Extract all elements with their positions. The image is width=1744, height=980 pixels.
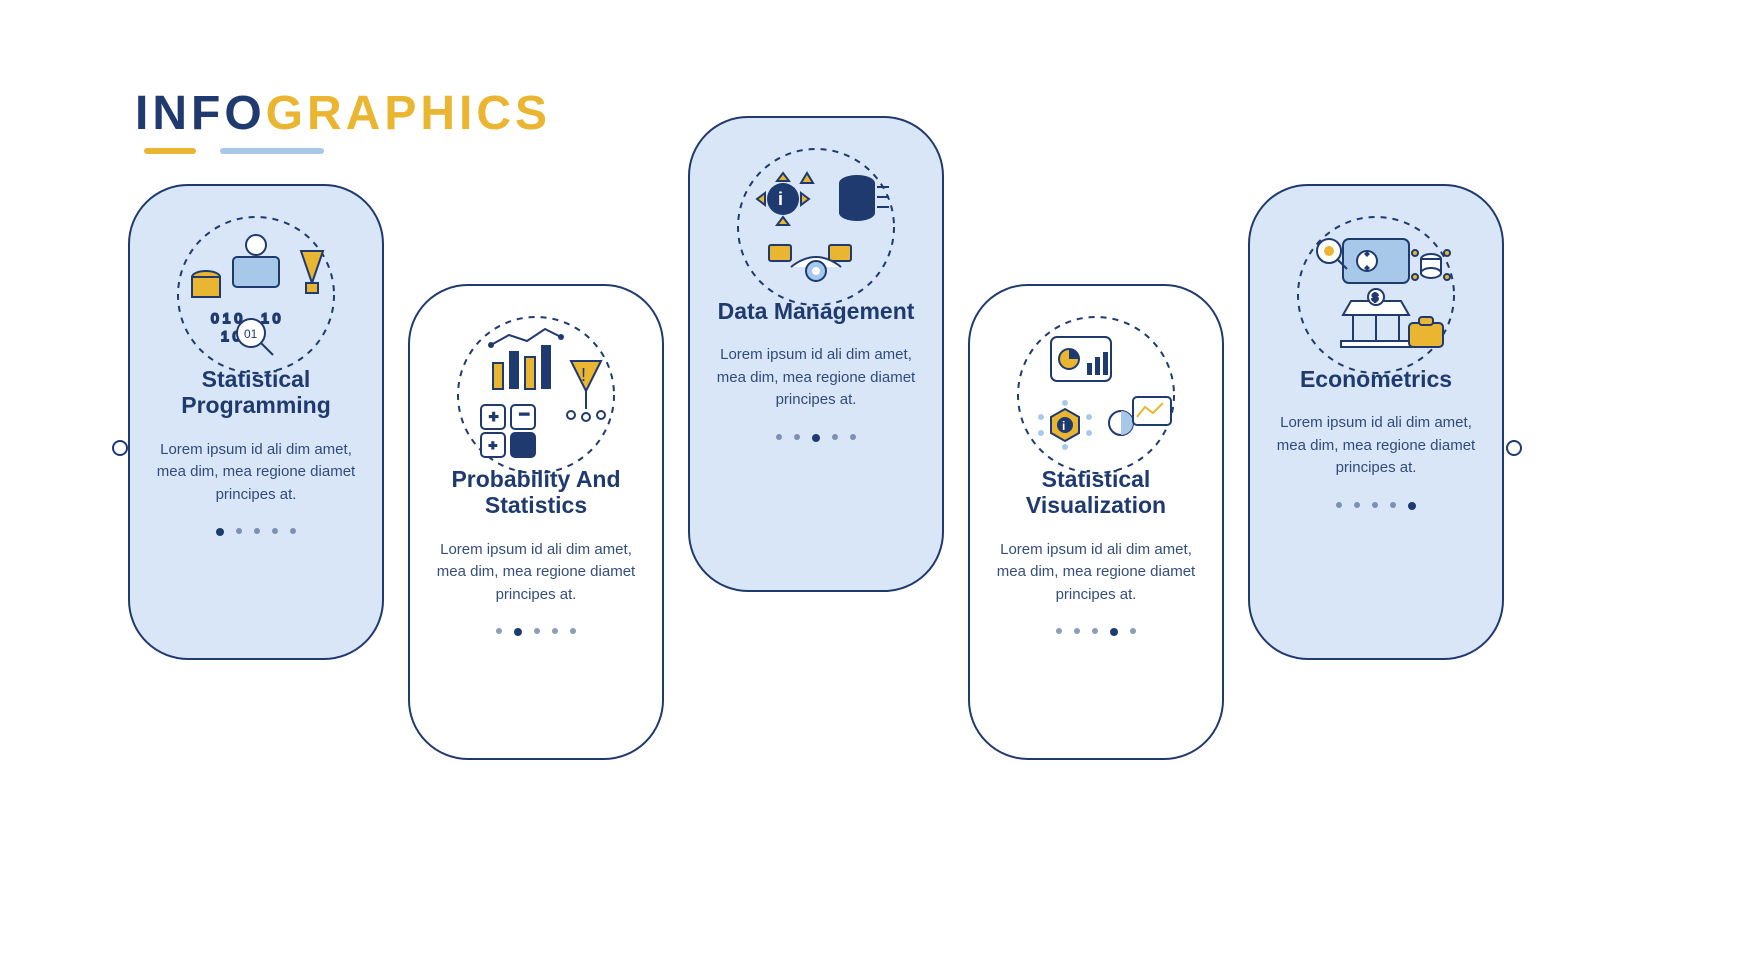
- card-dots: [988, 628, 1204, 636]
- card-body: Lorem ipsum id ali dim amet, mea dim, me…: [991, 539, 1201, 607]
- econometrics-icon: $: [1271, 210, 1481, 370]
- data-management-icon: i: [711, 142, 921, 302]
- underline-accent-1: [144, 148, 196, 154]
- dot: [1372, 502, 1378, 508]
- card-body: Lorem ipsum id ali dim amet, mea dim, me…: [431, 539, 641, 607]
- dot: [1354, 502, 1360, 508]
- dot: [1056, 628, 1062, 634]
- dot: [1130, 628, 1136, 634]
- dot: [1336, 502, 1342, 508]
- card-dots: [428, 628, 644, 636]
- dot: [776, 434, 782, 440]
- card-dots: [148, 528, 364, 536]
- dot-active: [812, 434, 820, 442]
- dot: [552, 628, 558, 634]
- card-body: Lorem ipsum id ali dim amet, mea dim, me…: [711, 344, 921, 412]
- card-data-management: i Data ManagementLorem ipsum id ali dim …: [688, 116, 944, 592]
- card-body: Lorem ipsum id ali dim amet, mea dim, me…: [1271, 412, 1481, 480]
- card-dots: [708, 434, 924, 442]
- title-part-2: GRAPHICS: [266, 87, 551, 140]
- card-body: Lorem ipsum id ali dim amet, mea dim, me…: [151, 439, 361, 507]
- svg-text:−: −: [519, 404, 530, 424]
- card-dots: [1268, 502, 1484, 510]
- svg-text:+: +: [489, 409, 498, 426]
- svg-text:!: !: [581, 365, 586, 385]
- card-econometrics: $ EconometricsLorem ipsum id ali dim ame…: [1248, 184, 1504, 660]
- svg-text:1 0: 1 0: [261, 310, 281, 326]
- svg-text:01: 01: [244, 327, 258, 341]
- dot: [534, 628, 540, 634]
- underline-accent-2: [220, 148, 324, 154]
- dot: [832, 434, 838, 440]
- infographic-stage: { "meta": { "type": "infographic", "canv…: [0, 0, 1744, 980]
- dot: [1390, 502, 1396, 508]
- connector-endcap: [1506, 440, 1522, 456]
- dot-active: [514, 628, 522, 636]
- connector-endcap: [112, 440, 128, 456]
- dot: [794, 434, 800, 440]
- svg-text:÷: ÷: [489, 437, 497, 453]
- card-statistical-visualization: i Statistical VisualizationLorem ipsum i…: [968, 284, 1224, 760]
- dot: [1092, 628, 1098, 634]
- dot: [570, 628, 576, 634]
- dot-active: [216, 528, 224, 536]
- dot: [254, 528, 260, 534]
- dot: [496, 628, 502, 634]
- svg-text:0 1 0: 0 1 0: [211, 310, 242, 326]
- svg-text:$: $: [1372, 292, 1378, 304]
- svg-text:×: ×: [519, 437, 527, 453]
- svg-text:i: i: [1062, 419, 1065, 433]
- page-title: INFOGRAPHICS: [135, 86, 551, 141]
- title-underline: [144, 148, 324, 154]
- visualization-icon: i: [991, 310, 1201, 470]
- card-statistical-programming: 0 1 0 1 0 1 0 1 0 01 Statistical Program…: [128, 184, 384, 660]
- dot: [1074, 628, 1080, 634]
- dot: [272, 528, 278, 534]
- dot-active: [1110, 628, 1118, 636]
- svg-text:i: i: [778, 189, 783, 209]
- title-part-1: INFO: [135, 87, 266, 140]
- dot: [850, 434, 856, 440]
- programming-icon: 0 1 0 1 0 1 0 1 0 01: [151, 210, 361, 370]
- dot: [236, 528, 242, 534]
- dot-active: [1408, 502, 1416, 510]
- card-probability-statistics: ! + − ÷ × Probability And StatisticsLore…: [408, 284, 664, 760]
- dot: [290, 528, 296, 534]
- probability-icon: ! + − ÷ ×: [431, 310, 641, 470]
